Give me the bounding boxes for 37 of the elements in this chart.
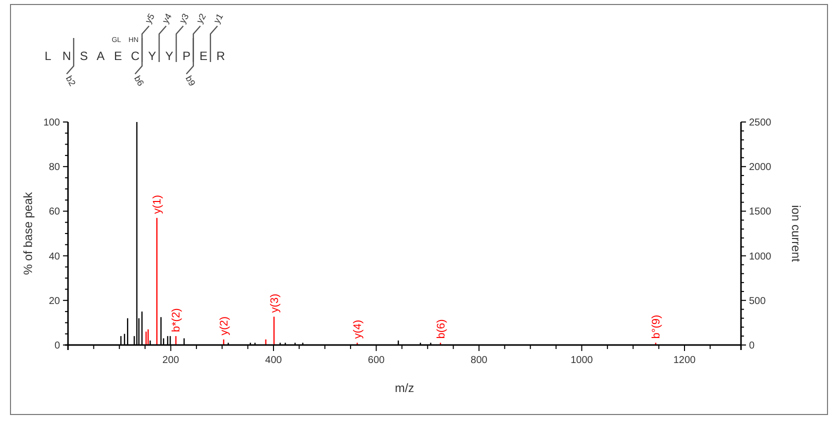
y2-tick-label: 1000 bbox=[749, 251, 772, 262]
y2-tick-label: 1500 bbox=[749, 206, 772, 218]
annotation: b°(9) bbox=[650, 314, 663, 339]
x-tick-label: 1200 bbox=[673, 355, 696, 366]
annotation: y(2) bbox=[218, 316, 231, 336]
text: b6 bbox=[132, 74, 146, 88]
x-tick-label: 800 bbox=[470, 355, 488, 366]
annotation: y(1) bbox=[152, 194, 164, 214]
text: y4 bbox=[160, 12, 174, 25]
annotation: b(6) bbox=[435, 319, 448, 339]
text: y1 bbox=[212, 12, 225, 25]
x-tick-label: 200 bbox=[162, 355, 180, 366]
text: b2 bbox=[64, 74, 78, 88]
y-tick-label: 60 bbox=[48, 206, 60, 218]
y-tick-label: 100 bbox=[43, 118, 60, 128]
text: b9 bbox=[184, 74, 198, 88]
y-tick-label: 40 bbox=[48, 251, 60, 262]
annotation: y(3) bbox=[268, 294, 281, 313]
y2-tick-label: 2000 bbox=[749, 162, 772, 174]
y2-axis-title: ion current bbox=[789, 205, 803, 263]
y-axis-title: % of base peak bbox=[21, 191, 35, 275]
y2-tick-label: 500 bbox=[749, 296, 766, 307]
x-tick-label: 1000 bbox=[570, 355, 594, 366]
y-tick-label: 0 bbox=[54, 340, 60, 352]
chart-title: L N S A E C Y Y P E R bbox=[44, 49, 225, 63]
y-tick-label: 20 bbox=[48, 296, 60, 307]
text: y3 bbox=[177, 12, 191, 25]
x-axis-title: m/z bbox=[394, 381, 414, 395]
y2-tick-label: 0 bbox=[749, 340, 755, 352]
annotation: y(4) bbox=[352, 320, 364, 339]
y2-tick-label: 2500 bbox=[749, 118, 772, 128]
annotation: b*(2) bbox=[170, 308, 183, 332]
y-tick-label: 80 bbox=[48, 162, 60, 174]
x-tick-label: 400 bbox=[265, 355, 282, 366]
x-tick-label: 600 bbox=[368, 355, 386, 366]
text: y2 bbox=[194, 12, 208, 25]
text: y5 bbox=[143, 12, 157, 25]
